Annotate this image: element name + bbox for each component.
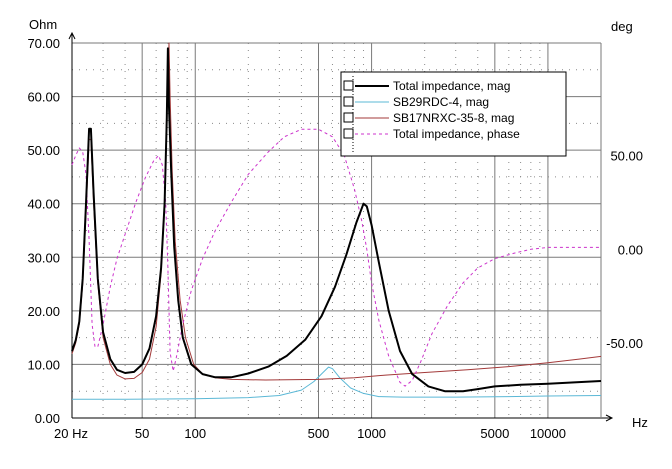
y-right-tick-label: -50.00 <box>606 336 643 351</box>
legend-checkbox <box>343 96 354 107</box>
x-tick-label: 1000 <box>357 426 386 441</box>
y-left-tick-label: 0.00 <box>35 411 60 426</box>
x-tick-label: 20 Hz <box>54 426 88 441</box>
x-tick-labels: 20 Hz 50 100 500 1000 5000 10000 <box>54 426 566 441</box>
y-right-unit: deg <box>611 19 633 34</box>
y-left-tick-label: 50.00 <box>27 143 60 158</box>
x-tick-label: 500 <box>308 426 330 441</box>
series-line-1 <box>72 366 602 400</box>
y-right-tick-label: 50.00 <box>610 149 643 164</box>
y-left-tick-label: 70.00 <box>27 36 60 51</box>
y-axis-arrow <box>68 31 76 40</box>
x-tick-label: 100 <box>184 426 206 441</box>
x-tick-label: 5000 <box>480 426 509 441</box>
series-line-3 <box>71 128 601 387</box>
legend-checkbox <box>343 112 354 123</box>
legend-label: SB17NRXC-35-8, mag <box>393 111 514 125</box>
y-left-unit: Ohm <box>29 17 57 32</box>
legend: Total impedance, mag SB29RDC-4, mag SB17NR… <box>340 71 567 157</box>
y-left-tick-label: 40.00 <box>27 197 60 212</box>
series-line-0 <box>71 47 602 393</box>
legend-checkbox <box>343 128 354 139</box>
legend-checkbox <box>343 80 354 91</box>
legend-label: Total impedance, phase <box>393 127 520 141</box>
axes <box>68 31 614 422</box>
y-right-tick-label: 0.00 <box>618 242 643 257</box>
y-left-tick-labels: 0.00 10.00 20.00 30.00 40.00 50.00 60.00 70.00 <box>27 36 60 426</box>
legend-label: SB29RDC-4, mag <box>393 95 489 109</box>
legend-label: Total impedance, mag <box>393 79 510 93</box>
y-left-tick-label: 30.00 <box>27 250 60 265</box>
y-right-tick-labels: 50.00 0.00 -50.00 <box>606 149 643 352</box>
y-left-tick-label: 10.00 <box>27 357 60 372</box>
x-tick-label: 50 <box>135 426 149 441</box>
y-left-tick-label: 20.00 <box>27 304 60 319</box>
x-tick-label: 10000 <box>530 426 566 441</box>
y-left-tick-label: 60.00 <box>27 90 60 105</box>
x-axis-arrow <box>605 414 614 422</box>
series-layer <box>71 42 602 400</box>
x-unit: Hz <box>632 415 648 430</box>
